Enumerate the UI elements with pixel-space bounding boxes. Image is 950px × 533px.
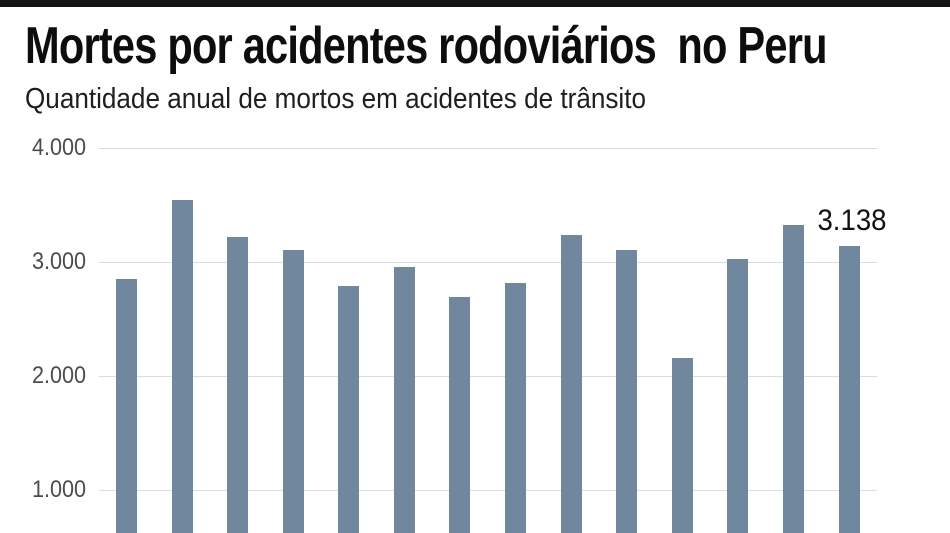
bar-12 [727,258,749,533]
gridline-4000 [99,148,877,149]
bar-13 [782,224,804,533]
bar-5 [338,285,360,533]
y-axis-tick-label: 4.000 [31,134,86,161]
bar-8 [505,283,527,533]
gridline-2000 [99,376,877,377]
bar-2 [171,200,193,533]
top-accent-bar [0,0,950,7]
bar-10 [616,250,638,533]
gridline-1000 [99,490,877,491]
y-axis-tick-label: 2.000 [31,362,86,389]
bar-7 [449,296,471,533]
bar-3 [227,237,249,533]
bar-11 [671,357,693,533]
bar-1 [116,278,137,533]
chart-title: Mortes por acidentes rodoviários no Peru [25,17,828,75]
bar-value-label: 3.138 [817,204,887,237]
y-axis-tick-label: 3.000 [31,248,86,275]
bar-4 [282,250,304,533]
gridline-3000 [99,262,877,263]
chart-subtitle: Quantidade anual de mortos em acidentes … [25,83,646,115]
y-axis-tick-label: 1.000 [31,476,86,503]
bar-9 [560,234,582,533]
bar-6 [393,267,415,533]
bar-14 [838,246,860,533]
